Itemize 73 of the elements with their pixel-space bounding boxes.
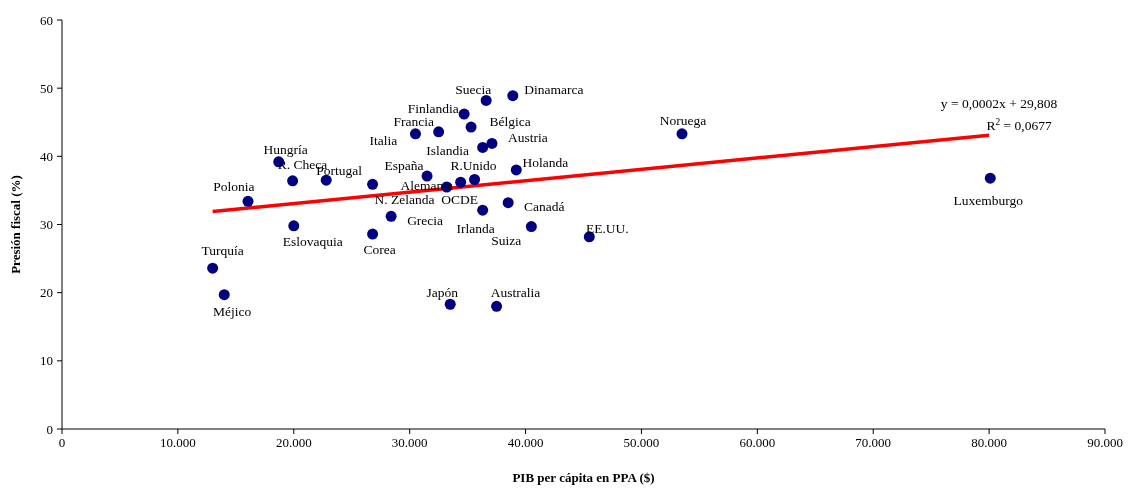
annotation: Canadá xyxy=(523,199,565,215)
annotation: EE.UU. xyxy=(585,221,629,237)
point xyxy=(510,164,522,176)
annotation: R$^{2}$ = 0,0677 xyxy=(986,116,1052,133)
point xyxy=(465,121,477,133)
annotation: Eslovaquia xyxy=(282,233,343,249)
annotation: Polonia xyxy=(213,179,255,195)
point xyxy=(469,174,481,186)
annotation: Suecia xyxy=(455,82,492,98)
annotation: Suiza xyxy=(491,233,522,249)
x-tick-label: 10.000 xyxy=(160,435,196,450)
point xyxy=(242,195,254,207)
point xyxy=(455,176,467,188)
point xyxy=(486,137,498,149)
point xyxy=(287,175,299,187)
annotation: Australia xyxy=(490,285,541,301)
y-tick-label: 60 xyxy=(40,12,53,28)
point xyxy=(207,262,219,274)
point xyxy=(477,204,489,216)
y-tick-label: 30 xyxy=(40,217,53,233)
x-tick-label: 70.000 xyxy=(855,435,892,450)
y-tick-label: 20 xyxy=(40,285,53,301)
point xyxy=(367,228,379,240)
point xyxy=(491,300,503,312)
point xyxy=(385,210,397,222)
point xyxy=(480,94,492,106)
annotation: Islandia xyxy=(426,143,470,159)
x-tick-label: 30.000 xyxy=(391,435,428,450)
annotation: Holanda xyxy=(522,154,569,170)
x-tick-label: 50.000 xyxy=(623,435,660,450)
x-tick-label: 80.000 xyxy=(971,435,1007,450)
x-tick-label: 90.000 xyxy=(1087,435,1123,450)
x-axis-title: PIB per cápita en PPA ($) xyxy=(512,470,655,485)
point xyxy=(458,108,470,120)
annotation: R.Unido xyxy=(450,158,497,174)
point xyxy=(367,178,379,190)
point xyxy=(288,220,300,232)
annotation: Hungría xyxy=(263,141,308,157)
annotation: Austria xyxy=(508,130,548,146)
annotation: Irlanda xyxy=(456,220,495,236)
point xyxy=(676,128,688,140)
point xyxy=(525,221,537,233)
annotation: OCDE xyxy=(441,191,479,207)
annotation: Francia xyxy=(393,113,434,129)
point xyxy=(984,172,996,184)
y-axis-title: Presión fiscal (%) xyxy=(8,175,23,274)
annotation: Noruega xyxy=(659,112,707,128)
annotation: Luxemburgo xyxy=(953,192,1024,208)
x-tick-label: 40.000 xyxy=(507,435,544,450)
point xyxy=(502,197,514,209)
annotation: Méjico xyxy=(213,304,252,320)
annotation: España xyxy=(384,157,424,173)
annotation: Bélgica xyxy=(489,113,531,129)
point xyxy=(218,289,230,301)
x-tick-label: 60.000 xyxy=(739,435,776,450)
point xyxy=(409,128,421,140)
annotation: Dinamarca xyxy=(524,82,584,98)
x-tick-label: 20.000 xyxy=(275,435,312,450)
point xyxy=(433,126,445,138)
annotation: Finlandia xyxy=(407,100,459,116)
x-tick-label: 0 xyxy=(58,435,66,450)
annotation: Turquía xyxy=(201,242,244,258)
y-tick-label: 40 xyxy=(40,148,53,164)
annotation: Corea xyxy=(363,241,396,257)
point xyxy=(477,141,489,153)
point xyxy=(507,90,519,102)
annotation: y = 0,0002x + 29,808 xyxy=(940,95,1058,111)
annotation: Italia xyxy=(369,132,398,148)
y-tick-label: 50 xyxy=(40,80,53,96)
annotation: Japón xyxy=(426,284,459,300)
y-tick-label: 10 xyxy=(40,353,53,369)
annotation: Grecia xyxy=(407,213,444,229)
y-tick-label: 0 xyxy=(46,421,53,437)
